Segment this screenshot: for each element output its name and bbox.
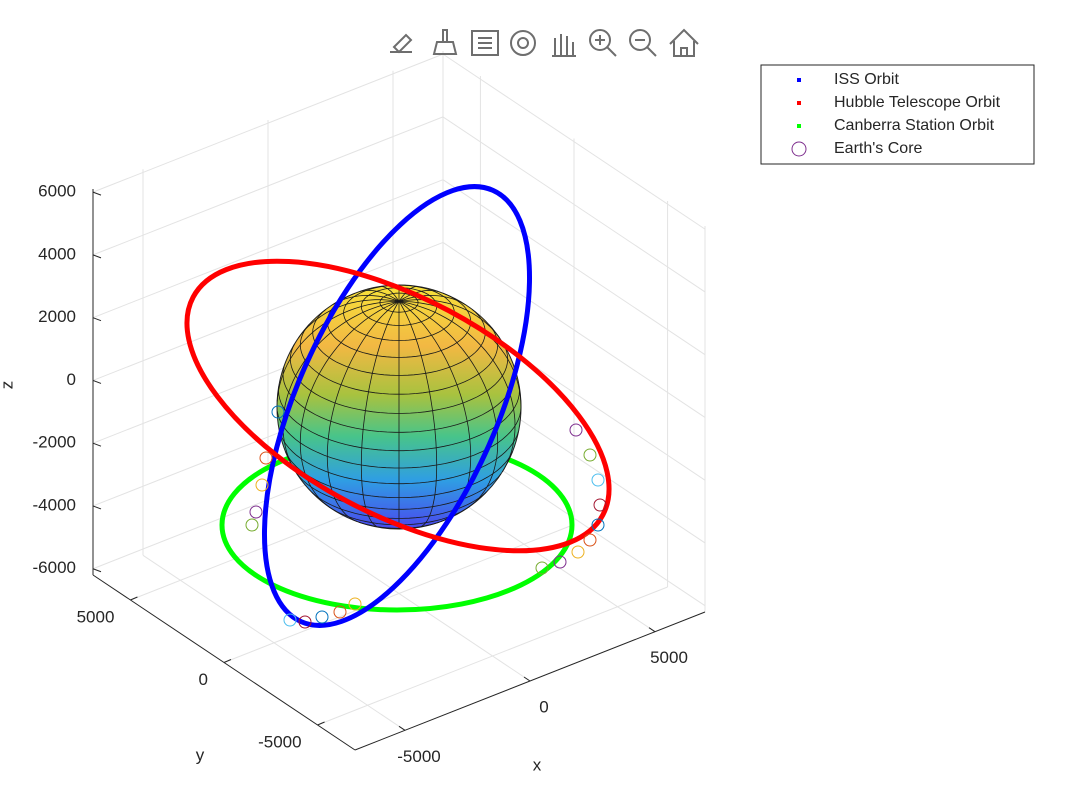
sphere-mesh xyxy=(398,289,439,302)
sphere-mesh xyxy=(398,300,499,508)
z-tick-label: -6000 xyxy=(33,558,76,577)
tool-zoom-in[interactable] xyxy=(589,29,617,57)
grid-line xyxy=(317,586,668,726)
z-tick xyxy=(92,254,102,259)
core-marker xyxy=(298,615,312,629)
sphere-mesh xyxy=(326,292,472,358)
sphere-mesh xyxy=(380,286,400,302)
z-tick-label: -4000 xyxy=(33,495,76,514)
tool-legend[interactable] xyxy=(471,30,499,56)
core-marker xyxy=(591,473,605,487)
y-axis-label: y xyxy=(196,745,205,764)
core-marker xyxy=(553,555,567,569)
grid-line xyxy=(92,179,444,319)
sphere-mesh xyxy=(398,299,500,339)
grid-line xyxy=(442,179,706,356)
tool-pan[interactable] xyxy=(552,34,576,57)
z-tick xyxy=(92,317,102,322)
z-tick xyxy=(92,505,102,510)
y-tick-label: 0 xyxy=(199,670,208,689)
z-axis-label: z xyxy=(0,381,16,390)
sphere-mesh xyxy=(398,300,516,472)
core-marker xyxy=(583,533,597,547)
sphere-mesh xyxy=(276,300,400,402)
toolbar[interactable] xyxy=(390,28,699,57)
x-tick xyxy=(648,627,656,633)
sphere-mesh xyxy=(312,309,486,376)
z-tick-label: -2000 xyxy=(33,433,76,452)
grid-line xyxy=(92,53,444,193)
earth-sphere xyxy=(276,284,522,530)
legend: ISS Orbit Hubble Telescope Orbit Canberra … xyxy=(760,64,1035,165)
tool-edit[interactable] xyxy=(390,33,413,54)
legend-marker xyxy=(797,101,801,105)
sphere-mesh xyxy=(326,300,400,522)
z-tick xyxy=(92,379,102,384)
z-tick-label: 0 xyxy=(67,370,76,389)
core-marker xyxy=(249,505,263,519)
grid-line xyxy=(92,116,444,256)
legend-label: ISS Orbit xyxy=(834,71,899,88)
grid-line xyxy=(92,241,444,381)
legend-label: Hubble Telescope Orbit xyxy=(834,94,1001,111)
core-marker xyxy=(271,405,285,419)
axes: -5000 0 5000 -5000 0 5000 -6000 -4000 -2000 0 2000… xyxy=(33,182,706,766)
x-tick xyxy=(523,676,531,682)
legend-label: Earth's Core xyxy=(834,140,923,157)
core-marker xyxy=(333,605,347,619)
x-tick xyxy=(398,725,406,731)
z-tick-label: 6000 xyxy=(38,182,76,201)
grid-line xyxy=(223,524,575,663)
z-tick-label: 2000 xyxy=(38,307,76,326)
orbits-front xyxy=(184,184,612,628)
tool-zoom-out[interactable] xyxy=(629,29,657,57)
sphere-mesh xyxy=(298,299,400,339)
z-tick xyxy=(92,191,102,196)
hubble-orbit xyxy=(184,258,612,554)
iss-orbit xyxy=(261,184,533,628)
sphere-mesh xyxy=(276,406,522,469)
sphere-mesh xyxy=(282,300,400,472)
core-marker xyxy=(315,610,329,624)
core-marker xyxy=(283,613,297,627)
legend-label: Canberra Station Orbit xyxy=(834,117,995,134)
tool-brush[interactable] xyxy=(432,29,458,55)
core-marker xyxy=(591,518,605,532)
sphere-mesh xyxy=(359,289,400,302)
core-marker xyxy=(571,545,585,559)
z-tick-label: 4000 xyxy=(38,244,76,263)
tool-rotate[interactable] xyxy=(510,30,536,56)
core-marker xyxy=(535,561,549,575)
grid-line xyxy=(442,242,706,418)
x-tick-label: 5000 xyxy=(650,648,688,667)
legend-marker xyxy=(791,141,807,157)
legend-marker xyxy=(797,124,801,128)
x-tick-label: -5000 xyxy=(397,747,440,766)
sphere-mesh xyxy=(398,294,466,305)
y-tick xyxy=(317,721,325,726)
x-axis-label: x xyxy=(533,755,542,774)
core-marker xyxy=(593,498,607,512)
core-marker xyxy=(259,451,273,465)
z-tick xyxy=(92,568,102,573)
y-tick-label: 5000 xyxy=(77,607,115,626)
grid-line xyxy=(442,53,706,230)
legend-box xyxy=(760,64,1035,165)
core-markers xyxy=(245,405,607,629)
y-tick xyxy=(130,596,138,601)
z-tick xyxy=(92,442,102,447)
grid-line xyxy=(442,116,706,293)
y-tick-label: -5000 xyxy=(258,732,301,751)
y-tick xyxy=(223,659,232,663)
core-marker xyxy=(583,448,597,462)
sphere-mesh xyxy=(398,301,438,528)
core-marker xyxy=(245,518,259,532)
legend-marker xyxy=(797,78,801,82)
core-marker xyxy=(569,423,583,437)
core-marker xyxy=(348,597,362,611)
x-tick-label: 0 xyxy=(539,697,548,716)
core-marker xyxy=(255,478,269,492)
tool-home[interactable] xyxy=(669,28,699,57)
